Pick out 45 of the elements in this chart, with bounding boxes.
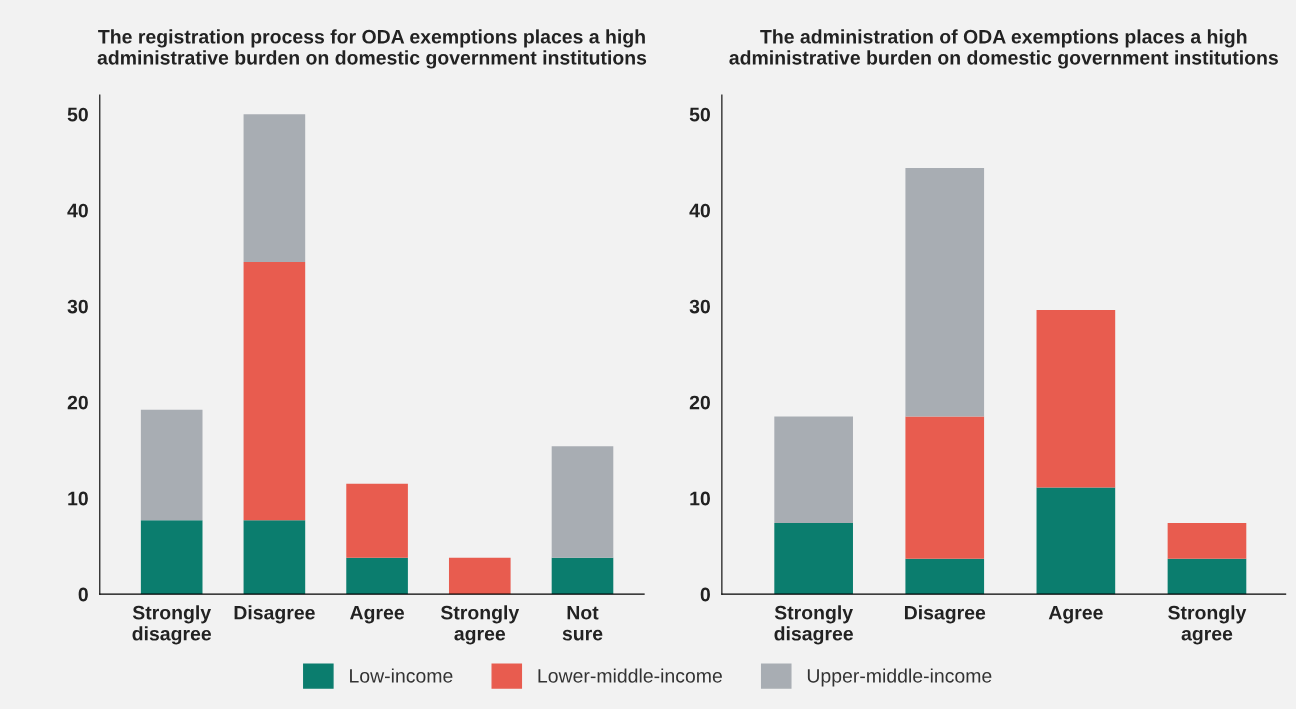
legend-label: Low-income — [350, 668, 453, 683]
x-tick-label: Strongly agree — [1168, 605, 1247, 645]
y-tick-label: 30 — [689, 299, 710, 314]
x-tick-label: Strongly disagree — [774, 605, 853, 645]
y-tick-label: 0 — [78, 587, 88, 602]
y-tick-label: 40 — [689, 203, 710, 218]
chart-title: The registration process for ODA exemptions places a high administrative burden on domestic government institutions — [97, 29, 647, 69]
x-tick-label: Disagree — [234, 605, 315, 624]
bar — [243, 520, 306, 595]
y-tick-label: 30 — [67, 299, 88, 314]
bar — [1167, 523, 1247, 559]
bar — [905, 416, 985, 559]
y-tick-label: 40 — [67, 203, 88, 218]
bar — [905, 167, 985, 417]
bar — [1036, 487, 1116, 595]
bar — [140, 520, 203, 595]
x-tick-label: Agree — [1048, 605, 1103, 624]
y-tick-label: 50 — [689, 107, 710, 122]
bar — [243, 262, 306, 521]
x-tick-label: Disagree — [904, 605, 986, 624]
x-tick-label: Strongly agree — [440, 605, 520, 645]
x-tick-label: Agree — [350, 605, 404, 624]
bar — [243, 114, 306, 263]
legend-label: Upper-middle-income — [807, 668, 992, 687]
y-tick-label: 0 — [700, 587, 710, 602]
bar — [448, 557, 511, 595]
legend-label: Lower-middle-income — [538, 668, 722, 683]
bar — [905, 558, 985, 595]
bar — [774, 523, 853, 595]
y-tick-label: 20 — [67, 395, 88, 410]
bar — [346, 557, 408, 595]
y-tick-label: 10 — [68, 491, 88, 506]
bar — [774, 416, 853, 524]
bar — [140, 409, 203, 521]
bar — [551, 557, 614, 595]
x-tick-label: Strongly disagree — [132, 605, 212, 645]
chart-title: The administration of ODA exemptions places a high administrative burden on domestic government institutions — [729, 29, 1278, 69]
y-tick-label: 50 — [67, 107, 88, 122]
bar — [346, 483, 408, 558]
bar — [1167, 558, 1247, 595]
y-tick-label: 10 — [690, 491, 710, 506]
bar — [1036, 310, 1116, 488]
bar — [551, 446, 614, 558]
y-tick-label: 20 — [689, 395, 710, 410]
x-tick-label: Not sure — [562, 605, 603, 641]
